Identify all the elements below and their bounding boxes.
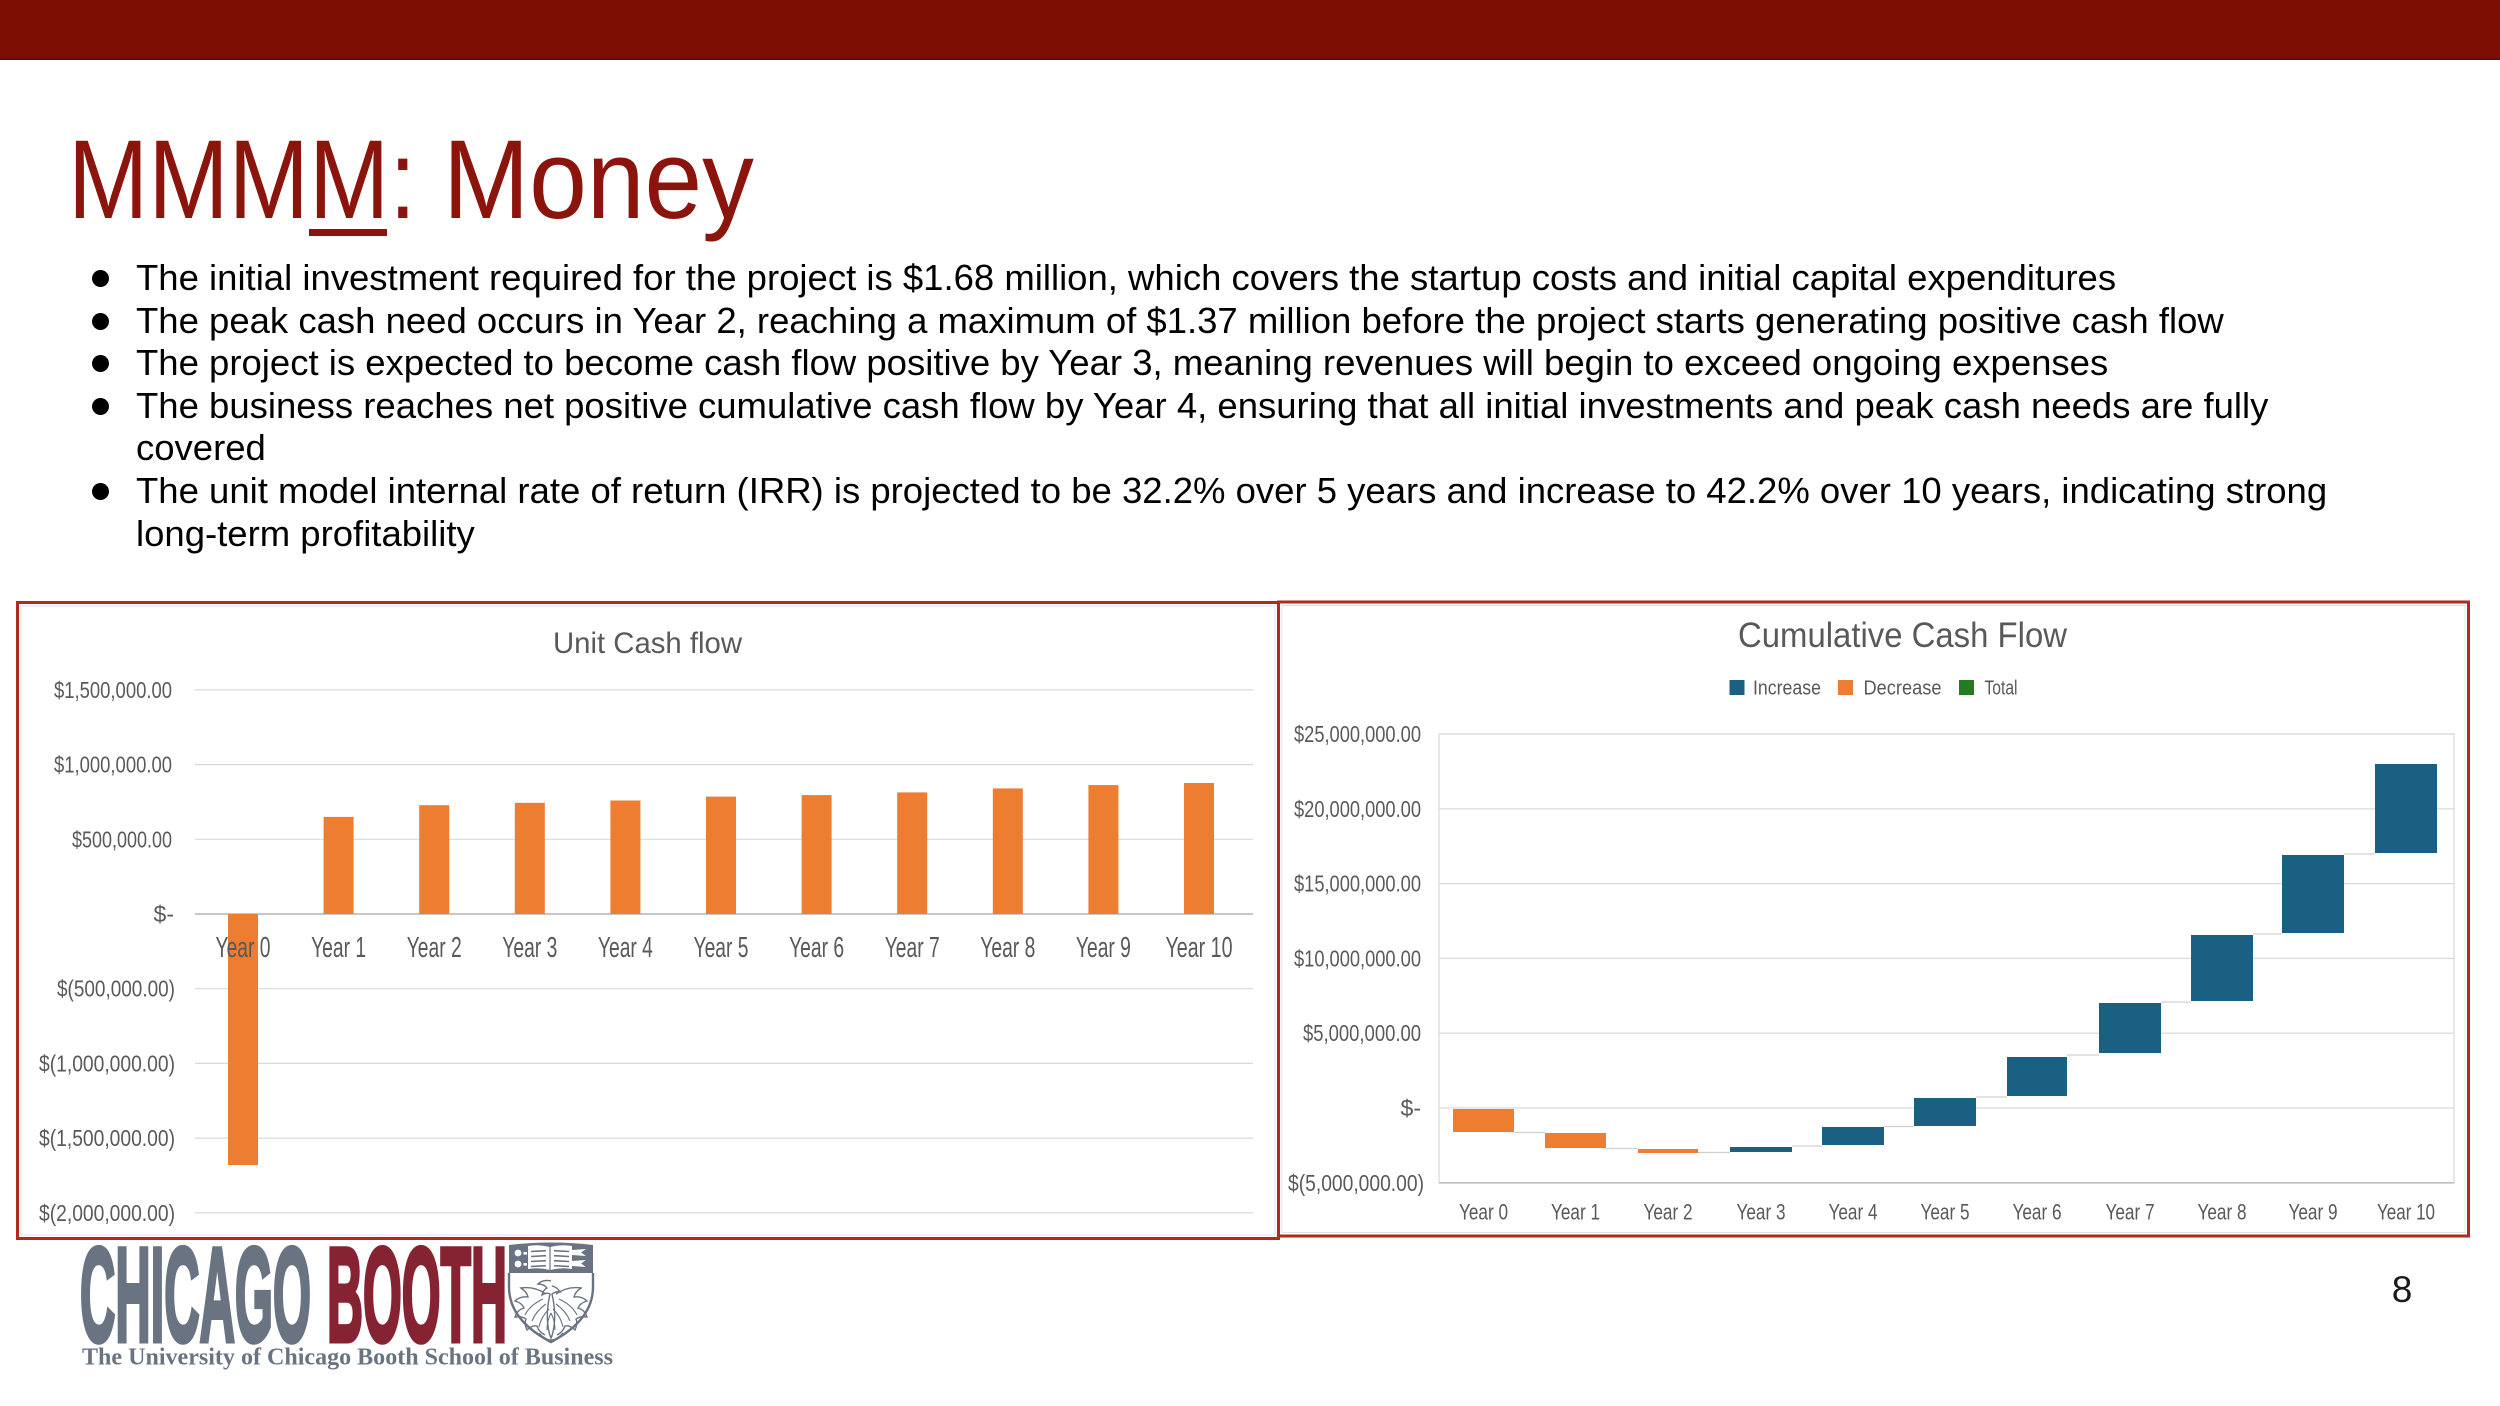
svg-text:$15,000,000.00: $15,000,000.00	[1294, 871, 1421, 897]
svg-text:Year 5: Year 5	[1921, 1200, 1970, 1225]
svg-text:$(500,000.00): $(500,000.00)	[57, 976, 175, 1002]
svg-text:$1,000,000.00: $1,000,000.00	[54, 752, 172, 778]
svg-text:Year 3: Year 3	[502, 932, 557, 964]
svg-text:Year 9: Year 9	[2289, 1200, 2338, 1225]
svg-text:Year 1: Year 1	[1551, 1200, 1600, 1225]
svg-text:Year 8: Year 8	[980, 932, 1035, 964]
svg-text:Total: Total	[1985, 678, 2018, 700]
svg-text:Year 5: Year 5	[694, 932, 749, 964]
svg-text:Year 4: Year 4	[1829, 1200, 1878, 1225]
svg-text:The University of Chicago Boot: The University of Chicago Booth School o…	[82, 1345, 613, 1371]
svg-text:$500,000.00: $500,000.00	[72, 826, 172, 852]
svg-text:Year 0: Year 0	[1459, 1200, 1508, 1225]
svg-text:BOOTH: BOOTH	[327, 1221, 507, 1370]
svg-text:$-: $-	[154, 901, 174, 927]
svg-text:$25,000,000.00: $25,000,000.00	[1294, 721, 1421, 747]
svg-text:Year 10: Year 10	[1166, 932, 1233, 964]
svg-text:$20,000,000.00: $20,000,000.00	[1294, 796, 1421, 822]
svg-text:$10,000,000.00: $10,000,000.00	[1294, 945, 1421, 971]
svg-text:$(1,500,000.00): $(1,500,000.00)	[39, 1125, 175, 1151]
svg-text:$(2,000,000.00): $(2,000,000.00)	[39, 1200, 175, 1226]
svg-text:$(5,000,000.00): $(5,000,000.00)	[1288, 1170, 1424, 1196]
svg-text:Year 1: Year 1	[311, 932, 366, 964]
svg-text:Year 6: Year 6	[789, 932, 844, 964]
svg-text:$1,500,000.00: $1,500,000.00	[54, 677, 172, 703]
svg-text:$(1,000,000.00): $(1,000,000.00)	[39, 1050, 175, 1076]
svg-text:$5,000,000.00: $5,000,000.00	[1303, 1020, 1421, 1046]
svg-text:Year 9: Year 9	[1076, 932, 1131, 964]
svg-text:Year 2: Year 2	[1644, 1200, 1693, 1225]
svg-text:Year 8: Year 8	[2198, 1200, 2247, 1225]
svg-text:Cumulative Cash Flow: Cumulative Cash Flow	[1738, 616, 2068, 655]
svg-text:$-: $-	[1401, 1095, 1421, 1121]
svg-text:Year 7: Year 7	[2106, 1200, 2155, 1225]
svg-text:Year 4: Year 4	[598, 932, 653, 964]
svg-text:Unit Cash flow: Unit Cash flow	[553, 627, 742, 660]
svg-text:CHICAGO: CHICAGO	[80, 1221, 311, 1370]
svg-text:Year 0: Year 0	[216, 932, 271, 964]
svg-text:Increase: Increase	[1753, 678, 1821, 700]
svg-text:Year 10: Year 10	[2377, 1200, 2435, 1225]
svg-text:Year 6: Year 6	[2013, 1200, 2062, 1225]
svg-text:Year 3: Year 3	[1737, 1200, 1786, 1225]
svg-text:Year 7: Year 7	[885, 932, 940, 964]
svg-text:Decrease: Decrease	[1864, 678, 1942, 700]
svg-text:Year 2: Year 2	[407, 932, 462, 964]
